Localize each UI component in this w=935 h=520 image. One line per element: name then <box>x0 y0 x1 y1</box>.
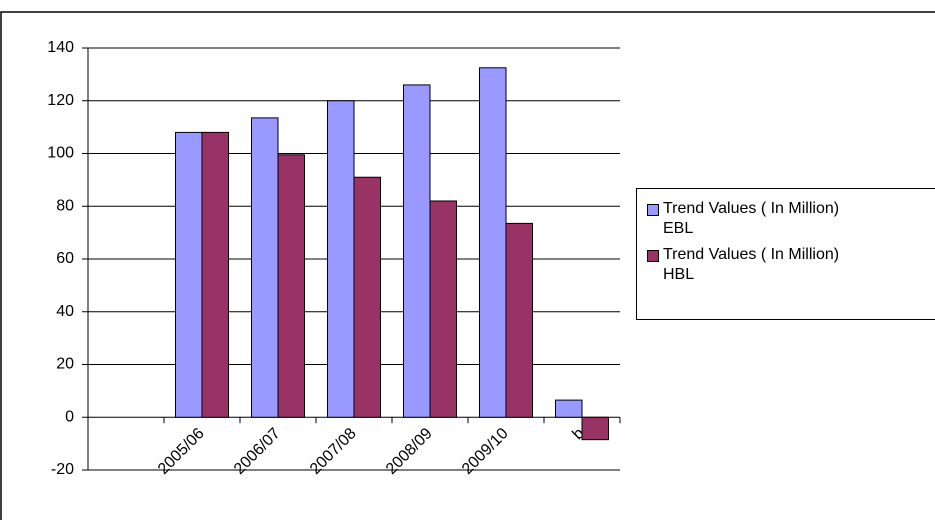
legend-swatch <box>647 204 659 216</box>
y-tick-label: 100 <box>47 145 74 162</box>
bar <box>277 154 305 418</box>
y-tick-label: 0 <box>65 408 74 425</box>
bar <box>581 416 609 441</box>
legend-swatch <box>647 250 659 262</box>
bar <box>251 117 279 418</box>
y-tick-label: 20 <box>56 356 74 373</box>
legend-label: Trend Values ( In Million) EBL <box>663 200 840 237</box>
bar <box>505 222 533 418</box>
bar <box>403 84 431 418</box>
legend-label: Trend Values ( In Million) HBL <box>663 246 840 283</box>
legend-item: Trend Values ( In Million) HBL <box>647 245 935 285</box>
y-tick-label: 80 <box>56 197 74 214</box>
bar <box>201 131 229 418</box>
bar <box>353 176 381 418</box>
bar <box>327 100 355 418</box>
legend: Trend Values ( In Million) EBL Trend Valu… <box>636 188 935 320</box>
bar <box>555 399 583 418</box>
y-tick-label: 120 <box>47 92 74 109</box>
y-tick-label: -20 <box>51 461 74 478</box>
y-tick-label: 40 <box>56 303 74 320</box>
legend-item: Trend Values ( In Million) EBL <box>647 199 935 239</box>
bar <box>175 131 203 418</box>
y-tick-label: 140 <box>47 39 74 56</box>
y-tick-label: 60 <box>56 250 74 267</box>
bar <box>429 200 457 418</box>
bar <box>479 67 507 418</box>
